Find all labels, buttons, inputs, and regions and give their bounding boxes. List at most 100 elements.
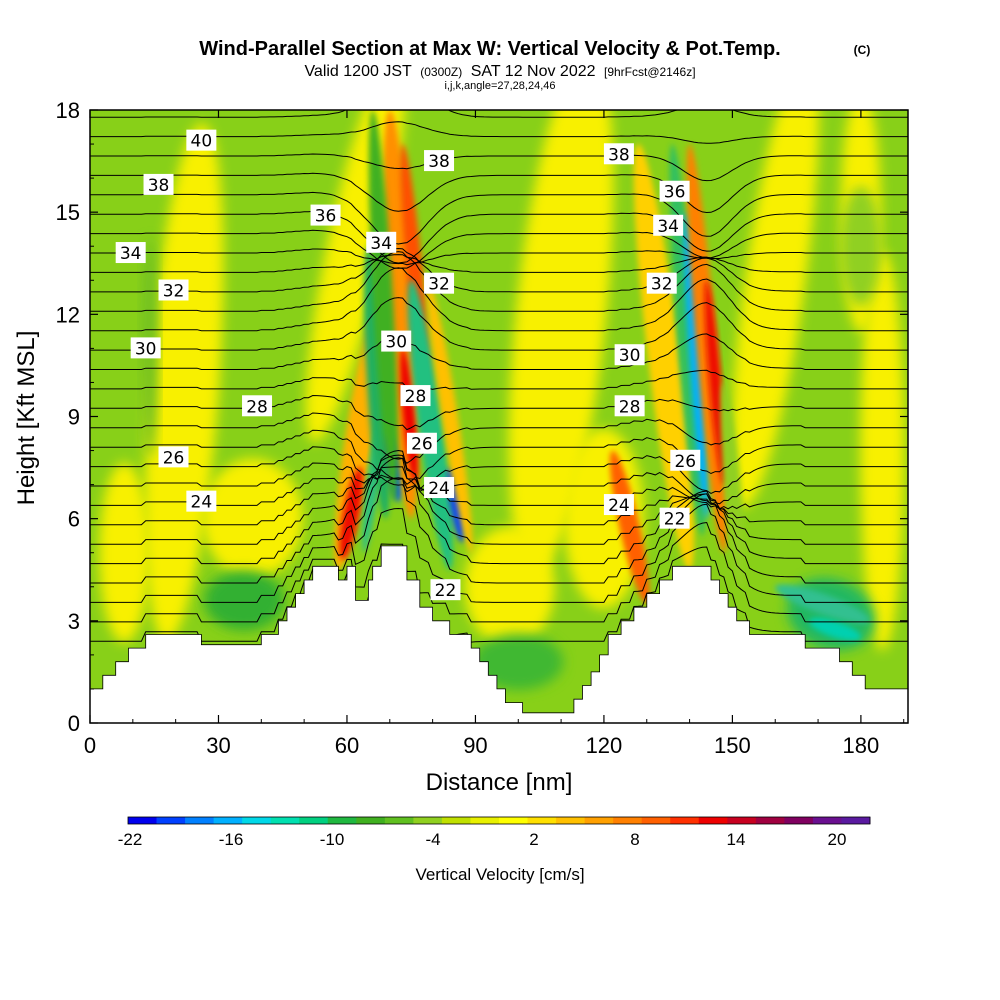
colorbar-tick-label: -10 [320,830,345,849]
isentrope-label: 32 [428,275,450,295]
x-tick-label: 0 [84,733,96,758]
colorbar-swatch [527,817,557,824]
isentrope-line [90,248,908,266]
colorbar-swatch [242,817,272,824]
x-tick-label: 90 [463,733,487,758]
isentrope-label-bg [143,173,174,195]
x-tick-label: 60 [335,733,359,758]
y-tick-label: 3 [68,609,80,634]
isentrope-label: 34 [120,244,142,264]
isentrope-label: 36 [664,183,686,203]
isentrope-label: 28 [405,387,427,407]
velocity-band [609,450,650,604]
terrain [90,545,908,723]
x-tick-label: 30 [206,733,230,758]
isentrope-label-bg [653,214,684,236]
isentrope-label-bg [381,330,412,352]
velocity-blob [99,462,150,643]
colorbar-swatch [812,817,842,824]
colorbar-swatch [841,817,871,824]
colorbar-swatch [441,817,471,824]
isentrope-line [90,412,908,464]
colorbar-swatch [556,817,586,824]
colorbar-tick-label: 8 [630,830,639,849]
isentrope-line [90,546,908,643]
colorbar-tick-label: 14 [727,830,746,849]
colorbar-tick-label: 2 [529,830,538,849]
velocity-band [775,584,870,624]
isentrope-label: 32 [163,281,185,301]
isentrope-label: 40 [191,132,213,152]
colorbar-swatch [755,817,785,824]
isentrope-labels: 40 38 34 32 30 28 26 24 36 34 38 32 30 28 26 24 22 38 36 34… [115,129,701,601]
isentrope-line [90,247,908,293]
x-tick-label: 180 [843,733,880,758]
isentrope-line [90,477,908,584]
chart-subtitle: Valid 1200 JST (0300Z) SAT 12 Nov 2022 [… [304,63,695,80]
isentrope-label: 26 [411,435,433,455]
isentrope-lines [90,110,908,643]
velocity-blob [464,526,555,647]
isentrope-label-bg [130,337,161,359]
colorbar-swatch [327,817,357,824]
velocity-band [720,382,745,587]
isentrope-line [90,210,908,264]
isentrope-line [90,457,908,565]
colorbar-frame [127,816,871,825]
isentrope-label-bg [670,449,701,471]
colorbar-swatch [299,817,329,824]
x-axis: 0 30 60 90 120 150 180 [84,110,905,758]
x-tick-label: 150 [714,733,751,758]
isentrope-label-bg [406,432,437,454]
isentrope-line [90,454,908,526]
subtitle-valid: Valid 1200 JST [304,63,412,80]
colorbar-swatch [356,817,386,824]
colorbar-swatch [128,817,158,824]
y-axis-label: Height [Kft MSL] [13,331,40,506]
x-tick-label: 120 [586,733,623,758]
colorbar-swatch [784,817,814,824]
colorbar-tick-label: -22 [118,830,143,849]
isentrope-line [90,449,908,545]
isentrope-label-bg [186,129,217,151]
y-tick-label: 0 [68,711,80,736]
isentrope-label-bg [115,242,146,264]
isentrope-line [90,229,908,269]
isentrope-label: 24 [428,479,450,499]
isentrope-label-bg [614,344,645,366]
y-tick-label: 18 [56,98,80,123]
subtitle-date: SAT 12 Nov 2022 [471,63,596,80]
colorbar-swatch [584,817,614,824]
isentrope-label: 38 [428,152,450,172]
isentrope-label: 24 [608,496,630,516]
colorbar-tick-label: -16 [219,830,244,849]
isentrope-label: 34 [370,234,392,254]
colorbar-swatch [499,817,529,824]
colorbar-swatch [698,817,728,824]
isentrope-label-bg [424,477,455,499]
isentrope-line [90,503,908,603]
colorbar-swatch [213,817,243,824]
velocity-blob [508,110,614,573]
isentrope-label: 38 [608,145,630,165]
isentrope-label: 30 [619,346,641,366]
isentrope-label: 28 [246,397,268,417]
colorbar-label: Vertical Velocity [cm/s] [415,865,584,884]
isentrope-line [90,251,908,312]
colorbar-swatch [613,817,643,824]
velocity-band [809,617,862,641]
isentrope-label: 22 [664,510,686,530]
isentrope-line [90,121,908,144]
colorbar [127,816,871,825]
isentrope-label: 32 [651,275,673,295]
isentrope-line [90,333,908,370]
isentrope-line [90,462,908,505]
velocity-blob [731,110,819,509]
velocity-blob [202,458,303,579]
isentrope-line [90,191,908,245]
velocity-band [368,110,399,502]
y-tick-label: 6 [68,507,80,532]
y-tick-label: 12 [56,302,80,327]
colorbar-swatch [727,817,757,824]
